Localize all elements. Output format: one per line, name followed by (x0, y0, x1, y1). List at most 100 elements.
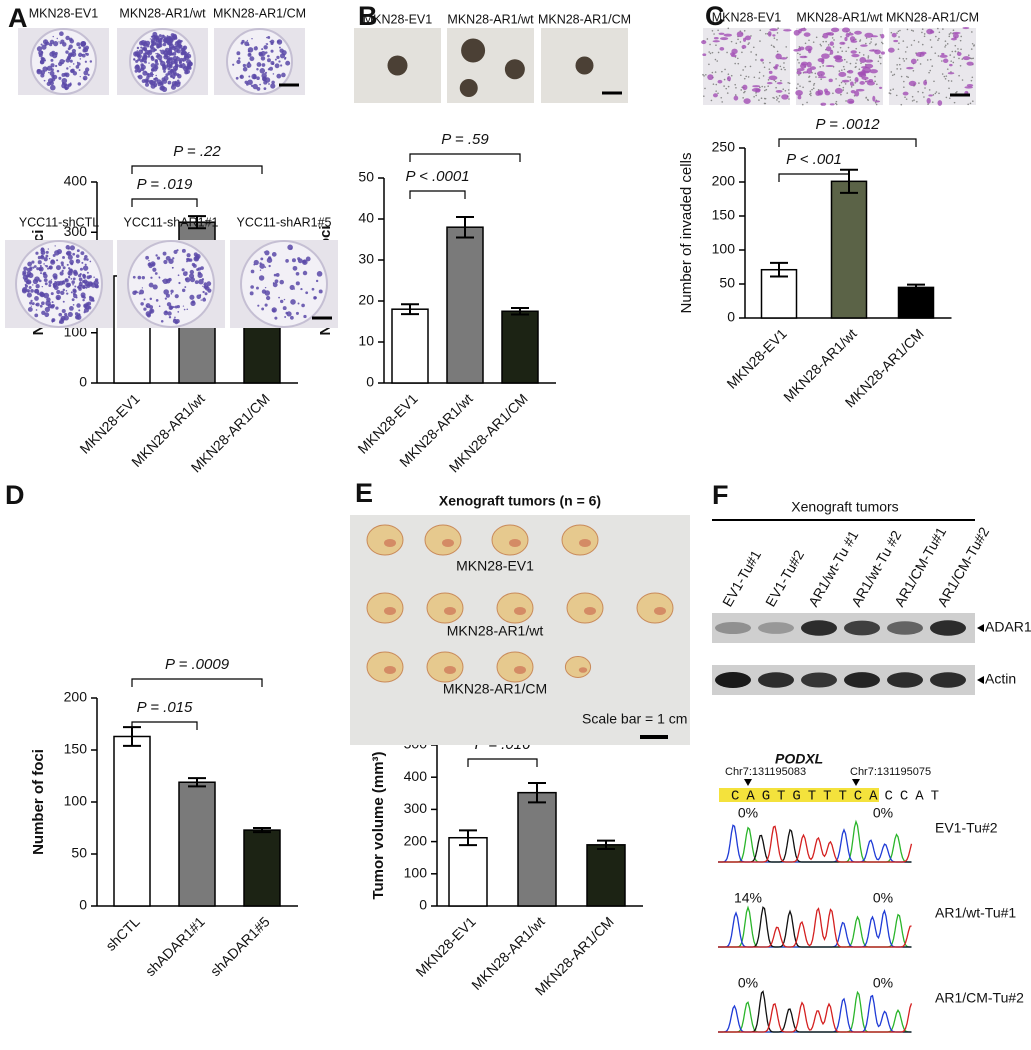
colony (59, 42, 62, 45)
pore (844, 83, 847, 85)
y-tick-label: 20 (358, 292, 374, 308)
pore (769, 61, 771, 64)
colony (270, 41, 274, 46)
band (887, 621, 923, 635)
colony (41, 44, 47, 50)
colony (38, 278, 40, 280)
pore (741, 51, 743, 54)
image-caption: MKN28-EV1 (712, 10, 782, 24)
colony (76, 303, 81, 308)
colony (48, 265, 52, 270)
pore (905, 57, 908, 60)
colony (39, 60, 45, 65)
cell (880, 33, 885, 39)
pore (753, 76, 756, 79)
cell (859, 81, 865, 85)
colony (162, 79, 168, 84)
tumor (366, 651, 404, 683)
colony (202, 290, 205, 294)
cell (865, 80, 871, 83)
cell (880, 51, 885, 55)
pore (906, 46, 908, 48)
pore (904, 96, 906, 98)
pore (971, 42, 974, 45)
tumor (366, 592, 404, 624)
cell (718, 32, 725, 35)
colony (79, 75, 81, 78)
pore (735, 86, 737, 89)
colony (50, 84, 56, 91)
pore (825, 40, 827, 43)
pore (907, 76, 909, 79)
colony (154, 272, 158, 275)
colony (90, 282, 97, 288)
colony (252, 83, 258, 90)
tumor (491, 524, 529, 556)
colony (84, 60, 87, 63)
colony (48, 280, 53, 285)
y-axis-label: Number of invaded cells (678, 153, 695, 314)
cell (825, 65, 835, 68)
cell (937, 100, 943, 106)
colony (149, 305, 154, 309)
colony (140, 46, 143, 49)
pore (778, 100, 780, 103)
pore (972, 100, 974, 102)
colony (253, 263, 256, 266)
colony (74, 314, 80, 320)
cell (743, 37, 747, 42)
colony (138, 49, 144, 55)
pore (750, 51, 752, 53)
colony (133, 51, 139, 57)
colony (154, 42, 159, 46)
cell (830, 27, 840, 33)
pore (737, 57, 739, 60)
pore (799, 85, 801, 87)
bracket (131, 721, 198, 730)
colony (166, 64, 169, 67)
pore (842, 65, 845, 68)
panel-label: D (5, 480, 25, 510)
colony (148, 62, 150, 64)
pore (809, 93, 811, 96)
colony (134, 69, 138, 73)
pore (912, 30, 915, 32)
pore (833, 39, 835, 41)
pore (839, 46, 842, 49)
pore (898, 36, 900, 38)
colony (176, 43, 182, 49)
error-bar (528, 781, 546, 804)
pore (890, 31, 893, 34)
pore (888, 92, 891, 94)
colony (148, 263, 153, 269)
colony (260, 257, 264, 261)
colony (172, 55, 178, 61)
colony (55, 55, 57, 58)
colony (62, 42, 67, 47)
pore (903, 60, 906, 62)
colony (300, 287, 303, 291)
colony (293, 288, 296, 290)
colony (160, 319, 164, 323)
pore (831, 37, 834, 39)
colony (186, 271, 188, 274)
pore (767, 79, 770, 81)
bar (517, 791, 557, 907)
tumor-spot (444, 666, 456, 674)
p-value: P = .22 (173, 143, 221, 160)
colony (261, 289, 267, 294)
colony (271, 62, 275, 65)
colony (195, 253, 201, 260)
pore (713, 33, 715, 35)
pore (902, 58, 905, 60)
colony (40, 73, 45, 78)
colony (87, 301, 92, 306)
blot-title: Xenograft tumors (791, 499, 898, 515)
pore (889, 89, 892, 91)
cell (841, 27, 851, 33)
colony (263, 87, 267, 91)
colony (168, 64, 172, 68)
colony (73, 293, 78, 299)
pore (913, 39, 916, 42)
colony (72, 277, 76, 281)
